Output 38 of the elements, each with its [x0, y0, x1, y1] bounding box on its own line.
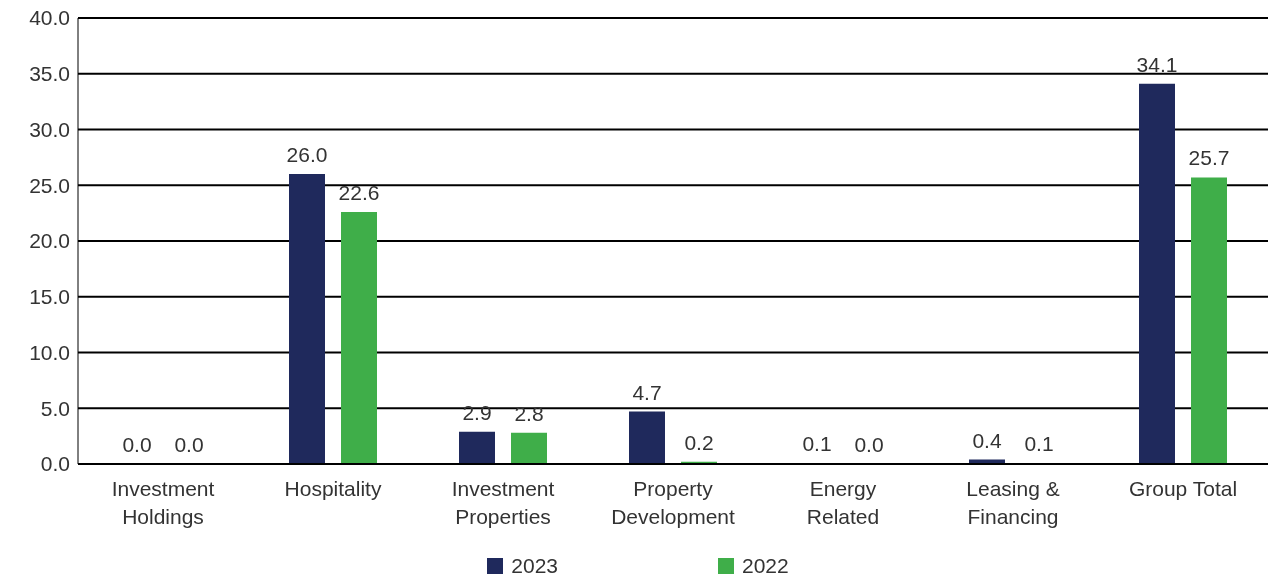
legend-label: 2023 [510, 554, 558, 578]
x-tick-label: Property Development [611, 477, 736, 528]
bar [1191, 177, 1227, 464]
data-label: 4.7 [632, 380, 662, 404]
data-label: 22.6 [338, 181, 380, 205]
x-tick-label: Investment Holdings [111, 477, 215, 528]
legend-label: 2022 [741, 554, 789, 578]
data-label: 34.1 [1136, 52, 1178, 76]
y-tick-label: 0.0 [40, 452, 70, 476]
y-tick-label: 10.0 [29, 340, 70, 364]
x-tick-label: Leasing & Financing [966, 477, 1060, 528]
data-label: 0.0 [174, 432, 204, 456]
bar [459, 431, 495, 464]
data-label: 0.2 [684, 430, 714, 454]
y-tick-label: 15.0 [29, 285, 70, 309]
x-tick-label: Group Total [1128, 477, 1238, 500]
y-tick-label: 25.0 [29, 173, 70, 197]
y-tick-label: 30.0 [29, 117, 70, 141]
data-label: 0.0 [854, 432, 884, 456]
y-tick-label: 40.0 [29, 6, 70, 30]
y-tick-label: 5.0 [40, 396, 70, 420]
bar [511, 432, 547, 464]
bar [341, 212, 377, 464]
bar [629, 411, 665, 464]
data-label: 0.1 [1024, 431, 1054, 455]
bar [1139, 83, 1175, 464]
data-label: 25.7 [1188, 146, 1230, 170]
data-label: 0.0 [122, 432, 152, 456]
data-label: 26.0 [286, 143, 328, 167]
x-tick-label: Energy Related [806, 477, 880, 528]
bar [289, 174, 325, 464]
data-label: 0.4 [972, 428, 1002, 452]
y-tick-label: 20.0 [29, 229, 70, 253]
x-tick-label: Investment Properties [451, 477, 555, 528]
data-label: 2.8 [514, 401, 544, 425]
x-tick-label: Hospitality [284, 477, 382, 500]
data-label: 0.1 [802, 431, 832, 455]
y-tick-label: 35.0 [29, 62, 70, 86]
